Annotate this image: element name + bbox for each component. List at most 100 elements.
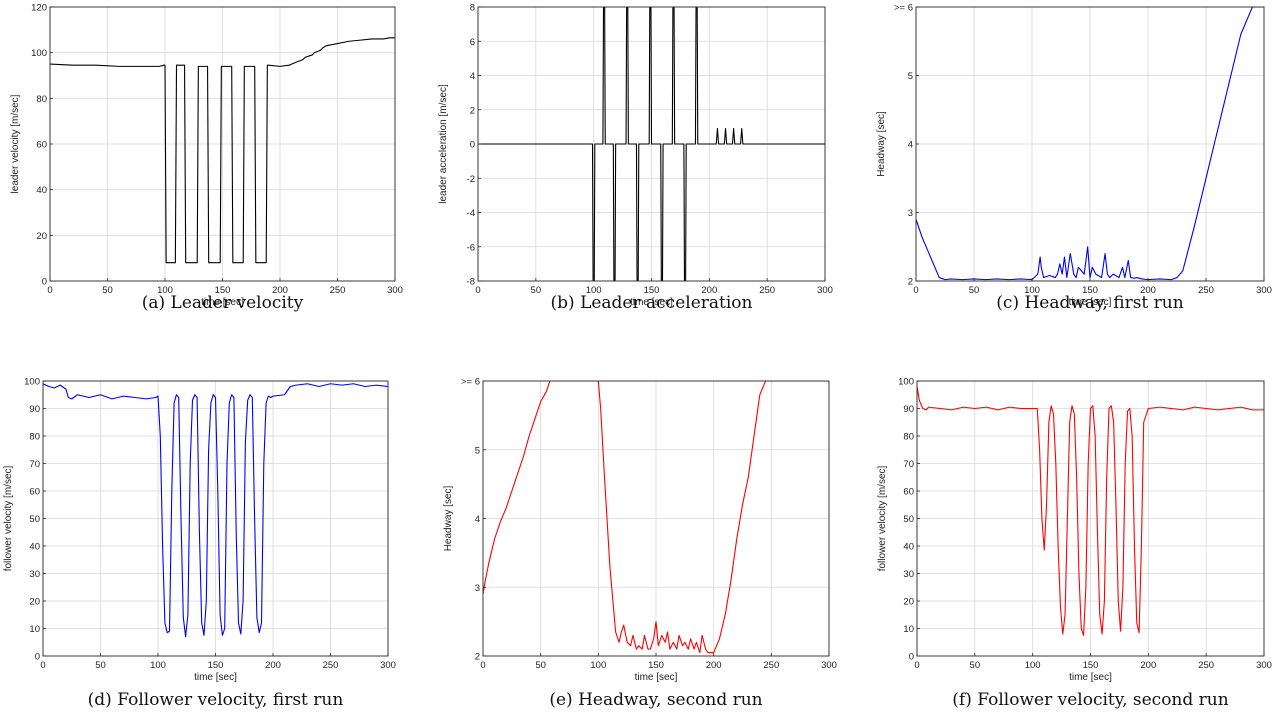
- x-tick-label: 150: [644, 285, 660, 296]
- subfigure-caption: (b) Leader acceleration: [551, 293, 753, 313]
- y-tick-label: 90: [903, 404, 914, 415]
- series-line-0: [483, 381, 829, 654]
- chart-panel-5: 0 50 100 150 200 250 300 0 10 20 30 40 50 60 70 80 90 100…: [877, 377, 1272, 711]
- x-axis-label: time [sec]: [630, 297, 673, 308]
- x-tick-label: 150: [1082, 285, 1098, 296]
- y-tick-label: 30: [29, 569, 40, 580]
- y-tick-label: 100: [898, 377, 914, 388]
- y-tick-label: -6: [467, 242, 475, 253]
- x-tick-label: 300: [1256, 285, 1272, 296]
- y-tick-label: 4: [475, 514, 480, 525]
- y-axis-label: leader acceleration [m/sec]: [438, 84, 449, 204]
- x-tick-label: 0: [40, 660, 45, 671]
- y-tick-label: 100: [24, 377, 40, 388]
- y-tick-label: 40: [36, 185, 47, 196]
- y-axis-label: follower velocity [m/sec]: [3, 465, 14, 571]
- x-axis-label: time [sec]: [635, 672, 678, 683]
- subfigure-caption: (c) Headway, first run: [996, 293, 1183, 313]
- y-tick-label: 0: [909, 652, 914, 663]
- series-line-0: [917, 386, 1264, 636]
- x-axis-label: time [sec]: [194, 672, 237, 683]
- y-tick-label: 4: [908, 140, 913, 151]
- x-tick-label: 300: [387, 285, 403, 296]
- x-axis-label: time [sec]: [201, 297, 244, 308]
- x-tick-label: 200: [706, 660, 722, 671]
- x-tick-label: 50: [970, 660, 981, 671]
- x-tick-label: 0: [475, 285, 480, 296]
- x-tick-label: 250: [330, 285, 346, 296]
- y-tick-label: 20: [36, 231, 47, 242]
- y-tick-label: 0: [42, 277, 47, 288]
- series-line-0: [43, 383, 388, 638]
- x-tick-label: 300: [817, 285, 833, 296]
- y-tick-label: 60: [903, 487, 914, 498]
- x-tick-label: 200: [1140, 285, 1156, 296]
- y-tick-label: 3: [908, 208, 913, 219]
- y-tick-label: 3: [475, 583, 480, 594]
- x-axis-label: time [sec]: [1069, 672, 1112, 683]
- x-tick-label: 200: [1140, 660, 1156, 671]
- x-axis-label: time [sec]: [1069, 297, 1112, 308]
- y-tick-label: 4: [470, 71, 475, 82]
- y-tick-label: 5: [475, 445, 480, 456]
- subfigure-caption: (e) Headway, second run: [549, 690, 762, 710]
- x-tick-label: 150: [215, 285, 231, 296]
- y-tick-label: 5: [908, 71, 913, 82]
- y-tick-label: 80: [903, 432, 914, 443]
- x-tick-label: 0: [480, 660, 485, 671]
- y-tick-label: 10: [903, 624, 914, 635]
- y-tick-label: 120: [31, 3, 47, 14]
- chart-panel-3: 0 50 100 150 200 250 300 0 10 20 30 40 50 60 70 80 90 100…: [3, 377, 396, 711]
- y-tick-label: 100: [31, 48, 47, 59]
- y-tick-label: 20: [29, 597, 40, 608]
- x-tick-label: 100: [150, 660, 166, 671]
- x-tick-label: 200: [272, 285, 288, 296]
- x-tick-label: 300: [1256, 660, 1272, 671]
- y-tick-label: 90: [29, 404, 40, 415]
- y-tick-label: 50: [903, 514, 914, 525]
- y-tick-label: -2: [467, 174, 475, 185]
- x-tick-label: 100: [1025, 660, 1041, 671]
- x-tick-label: 50: [969, 285, 980, 296]
- subfigure-caption: (d) Follower velocity, first run: [88, 690, 344, 710]
- x-tick-label: 250: [763, 660, 779, 671]
- y-tick-label: >= 6: [461, 377, 480, 388]
- y-tick-label: 50: [29, 514, 40, 525]
- x-tick-label: 0: [47, 285, 52, 296]
- y-tick-label: -4: [467, 208, 475, 219]
- y-tick-label: 2: [908, 277, 913, 288]
- y-axis-label: leader velocity [m/sec]: [10, 94, 21, 193]
- x-tick-label: 100: [157, 285, 173, 296]
- y-tick-label: 40: [903, 542, 914, 553]
- series-line-0: [478, 7, 825, 281]
- series-line-0: [50, 37, 395, 264]
- y-tick-label: 8: [470, 3, 475, 14]
- y-tick-label: 6: [470, 37, 475, 48]
- x-tick-label: 250: [1198, 660, 1214, 671]
- y-tick-label: 60: [36, 140, 47, 151]
- y-axis-label: Headway [sec]: [443, 485, 454, 551]
- x-tick-label: 250: [759, 285, 775, 296]
- y-axis-label: Headway [sec]: [876, 111, 887, 177]
- x-tick-label: 300: [380, 660, 396, 671]
- y-tick-label: 80: [36, 94, 47, 105]
- x-tick-label: 200: [701, 285, 717, 296]
- y-axis-label: follower velocity [m/sec]: [877, 465, 888, 571]
- y-tick-label: 60: [29, 487, 40, 498]
- x-tick-label: 50: [531, 285, 542, 296]
- y-tick-label: 0: [35, 652, 40, 663]
- x-tick-label: 50: [102, 285, 113, 296]
- x-tick-label: 200: [265, 660, 281, 671]
- y-tick-label: -8: [467, 277, 475, 288]
- y-tick-label: 10: [29, 624, 40, 635]
- chart-panel-0: 0 50 100 150 200 250 300 0 20 40 60 80 100 120 time [s…: [10, 3, 403, 314]
- x-tick-label: 100: [586, 285, 602, 296]
- subfigure-caption: (f) Follower velocity, second run: [952, 690, 1228, 710]
- y-tick-label: 40: [29, 542, 40, 553]
- x-tick-label: 250: [1198, 285, 1214, 296]
- y-tick-label: 2: [475, 652, 480, 663]
- y-tick-label: 0: [470, 140, 475, 151]
- x-tick-label: 0: [913, 285, 918, 296]
- subfigure-caption: (a) Leader velocity: [142, 293, 304, 313]
